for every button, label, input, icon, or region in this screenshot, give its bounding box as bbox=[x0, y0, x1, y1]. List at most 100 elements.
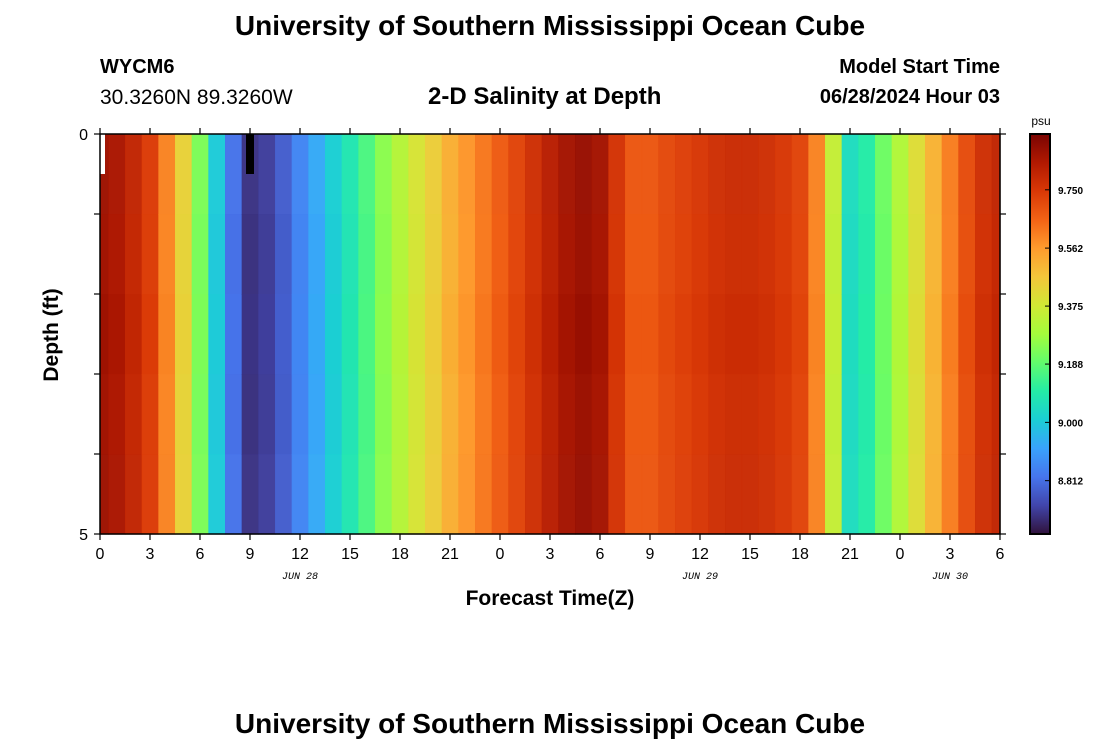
heatmap-cell bbox=[125, 134, 143, 215]
heatmap-cell bbox=[641, 214, 659, 295]
x-tick-label: 9 bbox=[646, 546, 655, 563]
heatmap-cell bbox=[791, 214, 809, 295]
heatmap-cell bbox=[408, 134, 426, 215]
x-tick-label: 12 bbox=[691, 546, 709, 563]
heatmap-cell bbox=[125, 454, 143, 535]
heatmap-cell bbox=[225, 214, 243, 295]
x-tick-label: 6 bbox=[596, 546, 605, 563]
heatmap-cell bbox=[825, 214, 843, 295]
heatmap-cell bbox=[175, 214, 193, 295]
heatmap-cell bbox=[608, 374, 626, 455]
heatmap-cell bbox=[941, 214, 959, 295]
heatmap-cell bbox=[191, 454, 209, 535]
heatmap-cell bbox=[108, 134, 126, 215]
heatmap-cell bbox=[408, 214, 426, 295]
heatmap-cell bbox=[808, 214, 826, 295]
heatmap-cell bbox=[658, 374, 676, 455]
heatmap-cell bbox=[741, 454, 759, 535]
heatmap-cell bbox=[825, 294, 843, 375]
heatmap-cell bbox=[775, 294, 793, 375]
heatmap-cell bbox=[708, 214, 726, 295]
date-label: JUN 30 bbox=[932, 572, 968, 583]
x-tick-label: 0 bbox=[896, 546, 905, 563]
heatmap-cell bbox=[458, 214, 476, 295]
colorbar-units: psu bbox=[1031, 114, 1050, 128]
heatmap-cell bbox=[975, 454, 993, 535]
heatmap-cell bbox=[491, 454, 509, 535]
heatmap-cell bbox=[158, 294, 176, 375]
heatmap-cell bbox=[275, 214, 293, 295]
heatmap-cell bbox=[975, 134, 993, 215]
heatmap-cell bbox=[425, 454, 443, 535]
heatmap-cell bbox=[458, 374, 476, 455]
heatmap-cell bbox=[908, 134, 926, 215]
heatmap-cell bbox=[675, 374, 693, 455]
heatmap-cell bbox=[425, 214, 443, 295]
heatmap-cell bbox=[891, 454, 909, 535]
heatmap-cell bbox=[175, 294, 193, 375]
heatmap-cell bbox=[258, 374, 276, 455]
heatmap-cell bbox=[875, 454, 893, 535]
heatmap-cell bbox=[791, 134, 809, 215]
heatmap-cell bbox=[541, 454, 559, 535]
heatmap-cell bbox=[891, 294, 909, 375]
heatmap-cell bbox=[758, 454, 776, 535]
colorbar-tick-label: 9.750 bbox=[1058, 186, 1083, 197]
heatmap-cell bbox=[925, 214, 943, 295]
heatmap-cell bbox=[391, 454, 409, 535]
heatmap-cell bbox=[225, 134, 243, 215]
y-axis-label: Depth (ft) bbox=[40, 288, 63, 381]
x-axis-ticks: 0 3 6 9 12 15 18 21 0 3 6 9 12 15 18 21 0 3 6 bbox=[96, 128, 1005, 563]
y-tick-label: 0 bbox=[79, 127, 88, 144]
heatmap-cell bbox=[141, 294, 159, 375]
heatmap-cell bbox=[891, 214, 909, 295]
heatmap-cell bbox=[941, 454, 959, 535]
heatmap-cell bbox=[708, 134, 726, 215]
heatmap-cell bbox=[158, 454, 176, 535]
heatmap-cell bbox=[100, 374, 109, 455]
heatmap-cell bbox=[708, 294, 726, 375]
heatmap-cell bbox=[391, 374, 409, 455]
heatmap-cell bbox=[325, 294, 343, 375]
x-tick-label: 3 bbox=[946, 546, 955, 563]
heatmap-cell bbox=[958, 294, 976, 375]
heatmap-cell bbox=[675, 134, 693, 215]
heatmap-cell bbox=[608, 454, 626, 535]
heatmap-cell bbox=[258, 454, 276, 535]
heatmap-cell bbox=[375, 294, 393, 375]
heatmap-cell bbox=[100, 134, 109, 215]
heatmap-cell bbox=[308, 294, 326, 375]
heatmap-cell bbox=[975, 214, 993, 295]
heatmap-cell bbox=[141, 134, 159, 215]
model-start-value: 06/28/2024 Hour 03 bbox=[819, 86, 1000, 108]
surface-gap bbox=[100, 134, 254, 174]
heatmap-cell bbox=[291, 294, 309, 375]
heatmap-cell bbox=[308, 454, 326, 535]
heatmap-cell bbox=[925, 134, 943, 215]
heatmap-cell bbox=[191, 294, 209, 375]
heatmap-cell bbox=[525, 134, 543, 215]
heatmap-cell bbox=[241, 294, 259, 375]
heatmap-cell bbox=[158, 214, 176, 295]
heatmap-cell bbox=[141, 214, 159, 295]
heatmap-cell bbox=[875, 214, 893, 295]
heatmap-cell bbox=[575, 374, 593, 455]
heatmap-cell bbox=[208, 214, 226, 295]
heatmap-cell bbox=[191, 374, 209, 455]
heatmap-cell bbox=[191, 134, 209, 215]
heatmap-cell bbox=[508, 374, 526, 455]
heatmap-cell bbox=[325, 374, 343, 455]
x-tick-label: 21 bbox=[841, 546, 859, 563]
heatmap-cell bbox=[675, 294, 693, 375]
heatmap-cell bbox=[308, 134, 326, 215]
heatmap-cell bbox=[275, 294, 293, 375]
chart-subtitle: 2-D Salinity at Depth bbox=[428, 83, 662, 110]
x-axis-label: Forecast Time(Z) bbox=[466, 587, 635, 610]
heatmap-cell bbox=[941, 294, 959, 375]
colorbar-tick-label: 9.000 bbox=[1058, 418, 1083, 429]
heatmap-cell bbox=[841, 454, 859, 535]
heatmap-cell bbox=[758, 374, 776, 455]
heatmap-cell bbox=[858, 374, 876, 455]
heatmap-cell bbox=[725, 134, 743, 215]
heatmap-cell bbox=[158, 134, 176, 215]
